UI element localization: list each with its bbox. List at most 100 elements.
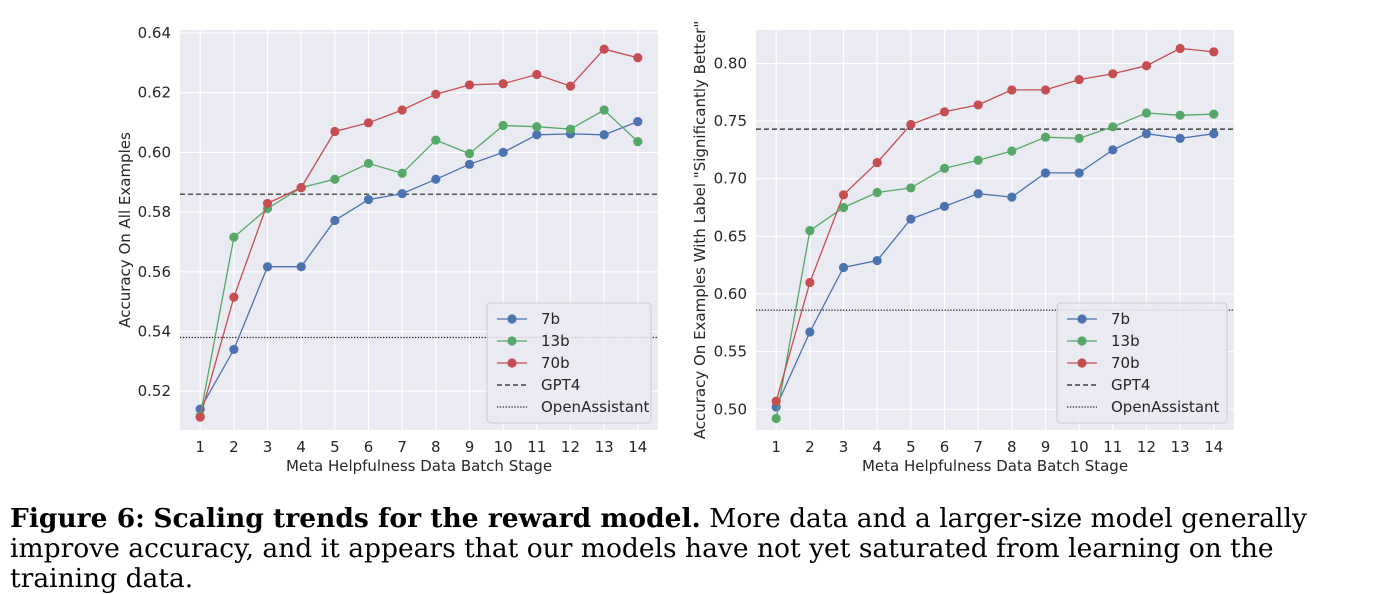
series-line-13b xyxy=(199,109,639,417)
x-tick-label: 9 xyxy=(1041,438,1051,456)
data-point-13b xyxy=(599,105,609,115)
legend-box xyxy=(486,302,652,424)
data-point-7b xyxy=(1007,192,1017,202)
legend: 7b 13b 70b GPT4 OpenAssistant xyxy=(1056,302,1228,424)
data-point-13b xyxy=(1074,133,1084,143)
x-tick-label: 2 xyxy=(805,438,815,456)
data-point-13b xyxy=(1175,110,1185,120)
y-tick-label: 0.80 xyxy=(714,54,747,72)
data-point-7b xyxy=(229,344,239,355)
data-point-70b xyxy=(1040,85,1051,95)
x-tick-label: 12 xyxy=(561,438,580,456)
data-point-7b xyxy=(939,201,950,211)
chart-2: 0.500.550.600.650.700.750.801 2 3 4 5 6 7 8 9 10 1… xyxy=(691,21,1234,475)
data-point-13b xyxy=(805,225,815,236)
data-point-7b xyxy=(431,174,441,184)
data-point-7b xyxy=(1209,129,1219,139)
y-tick-label: 0.60 xyxy=(714,285,747,303)
data-point-13b xyxy=(1108,122,1118,132)
data-point-70b xyxy=(1108,69,1118,79)
x-tick-label: 14 xyxy=(628,438,647,456)
series-line-13b xyxy=(775,112,1214,419)
series-line-7b xyxy=(775,133,1214,408)
x-tick-label: 1 xyxy=(771,438,781,456)
legend-marker-70b xyxy=(1077,358,1087,368)
legend-label-13b: 13b xyxy=(1111,332,1140,350)
x-tick-label: 6 xyxy=(364,438,374,456)
data-point-7b xyxy=(805,327,815,337)
x-tick-label: 5 xyxy=(906,438,916,456)
data-point-70b xyxy=(397,105,407,115)
data-point-13b xyxy=(565,124,576,134)
data-point-13b xyxy=(498,120,508,131)
y-tick-label: 0.65 xyxy=(714,227,747,245)
legend-box xyxy=(1056,302,1228,424)
data-point-13b xyxy=(532,122,542,132)
x-tick-label: 13 xyxy=(1171,438,1190,456)
data-point-13b xyxy=(906,183,916,193)
data-point-70b xyxy=(464,80,475,90)
x-tick-label: 3 xyxy=(263,438,273,456)
x-axis-label: Meta Helpfulness Data Batch Stage xyxy=(286,457,552,475)
data-point-13b xyxy=(330,174,340,184)
x-tick-label: 12 xyxy=(1137,438,1156,456)
data-point-13b xyxy=(838,202,849,213)
x-tick-label: 6 xyxy=(940,438,950,456)
y-axis-label: Accuracy On Examples With Label "Signifi… xyxy=(691,21,709,440)
data-point-70b xyxy=(363,118,374,128)
y-tick-label: 0.52 xyxy=(138,382,171,400)
data-point-7b xyxy=(330,215,340,226)
data-point-13b xyxy=(397,168,407,178)
data-point-7b xyxy=(599,130,609,140)
legend-marker-13b xyxy=(1077,336,1087,346)
y-tick-label: 0.54 xyxy=(138,322,171,340)
data-point-70b xyxy=(1209,47,1219,57)
data-point-7b xyxy=(1074,168,1084,178)
data-point-7b xyxy=(464,159,475,169)
x-tick-label: 5 xyxy=(330,438,340,456)
legend-label-70b: 70b xyxy=(541,354,570,372)
x-tick-label: 8 xyxy=(1007,438,1017,456)
data-point-7b xyxy=(973,189,983,199)
data-point-7b xyxy=(262,262,273,272)
legend-marker-70b xyxy=(507,358,517,368)
data-point-13b xyxy=(872,187,882,198)
x-tick-label: 7 xyxy=(397,438,407,456)
data-point-13b xyxy=(1209,109,1219,119)
data-point-70b xyxy=(532,69,542,80)
caption-text: More data and a larger-size model genera… xyxy=(10,503,1307,594)
data-point-70b xyxy=(296,183,306,193)
data-point-70b xyxy=(1007,85,1017,95)
data-point-70b xyxy=(1175,43,1185,54)
legend-marker-7b xyxy=(507,314,517,324)
legend-label-7b: 7b xyxy=(1111,310,1130,328)
data-point-7b xyxy=(1108,145,1118,155)
data-point-70b xyxy=(906,119,916,130)
data-point-7b xyxy=(532,130,542,140)
data-point-7b xyxy=(363,194,374,205)
x-tick-label: 10 xyxy=(1070,438,1089,456)
data-point-7b xyxy=(296,262,306,272)
data-point-7b xyxy=(906,214,916,224)
data-point-13b xyxy=(771,413,781,424)
y-tick-label: 0.62 xyxy=(138,84,171,102)
y-tick-label: 0.50 xyxy=(714,400,747,418)
data-point-7b xyxy=(1040,168,1051,178)
data-point-13b xyxy=(363,158,374,169)
x-tick-label: 2 xyxy=(229,438,239,456)
caption-title: Scaling trends for the reward model. xyxy=(153,503,701,534)
data-point-13b xyxy=(973,155,983,165)
series-line-7b xyxy=(199,120,639,410)
legend-label-gpt4: GPT4 xyxy=(541,376,580,394)
data-point-70b xyxy=(565,81,576,91)
data-point-7b xyxy=(1175,133,1185,143)
x-tick-label: 7 xyxy=(973,438,983,456)
data-point-13b xyxy=(229,232,239,242)
x-tick-label: 8 xyxy=(431,438,441,456)
data-point-70b xyxy=(633,53,643,63)
data-point-7b xyxy=(1141,129,1152,139)
data-point-70b xyxy=(262,198,273,209)
legend-marker-13b xyxy=(507,336,517,346)
legend-label-13b: 13b xyxy=(541,332,570,350)
legend-label-70b: 70b xyxy=(1111,354,1140,372)
